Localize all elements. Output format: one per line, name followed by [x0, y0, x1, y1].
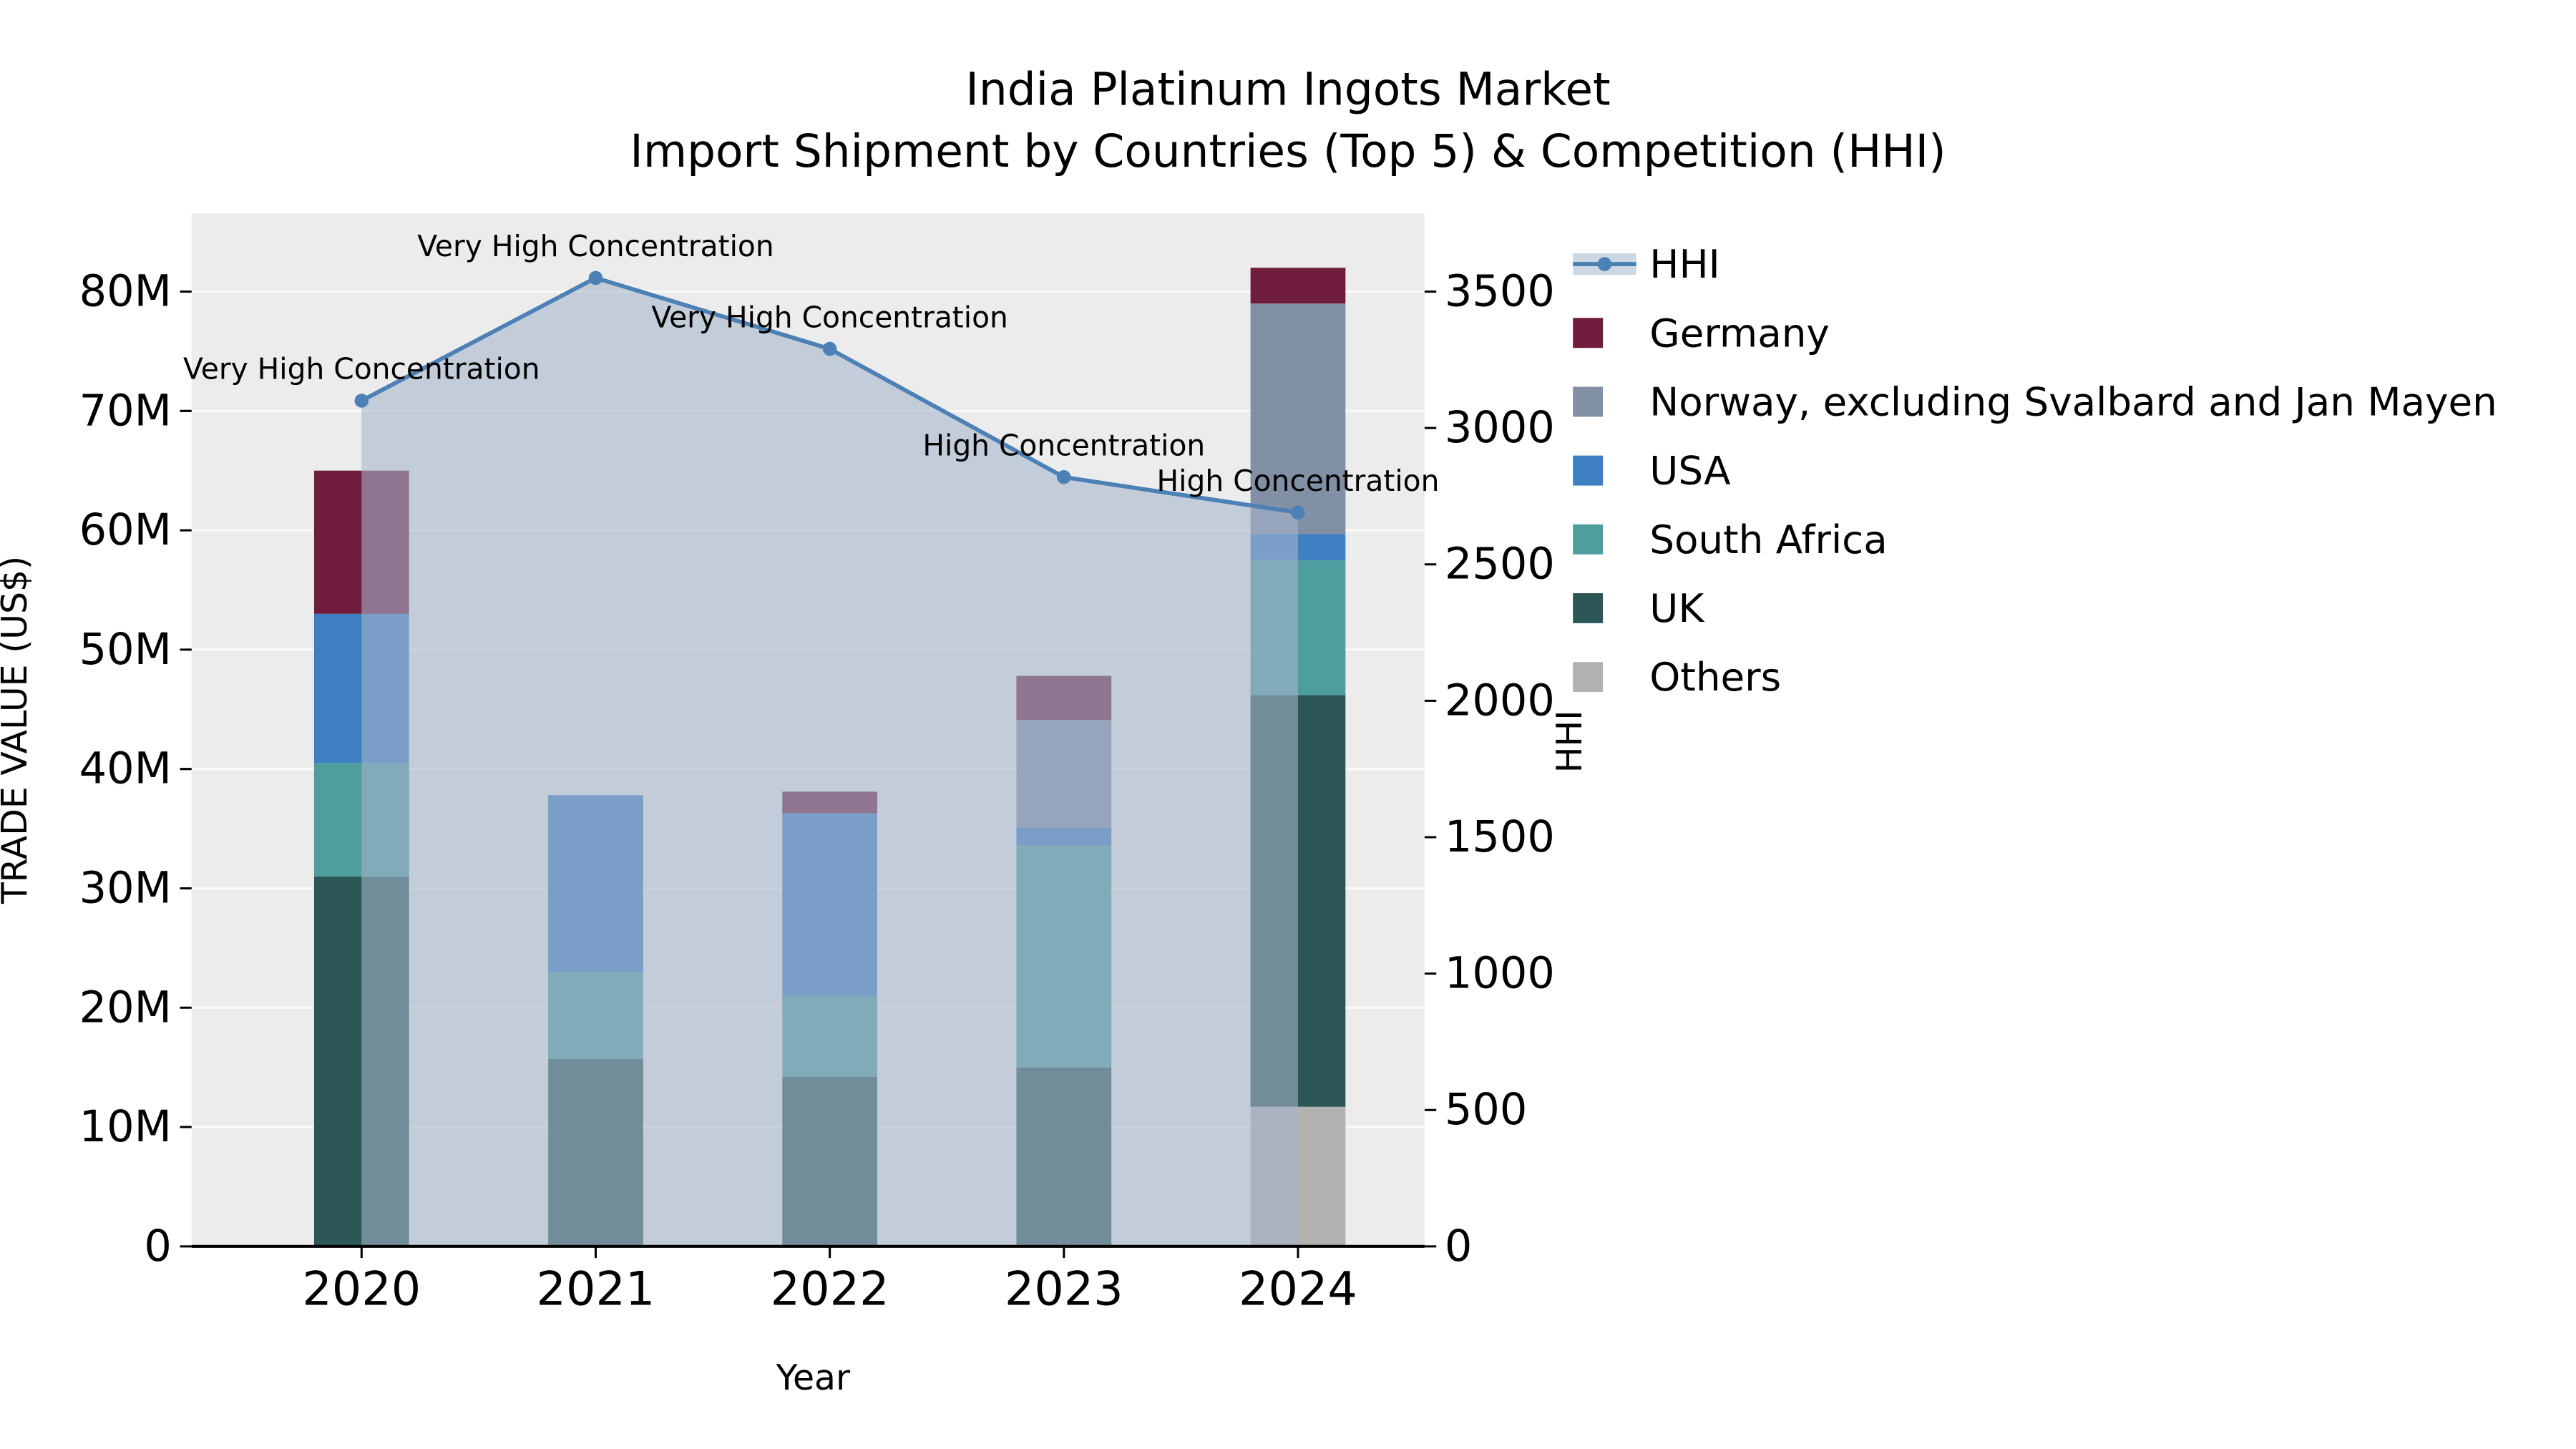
y-left-tick-label: 80M — [79, 267, 172, 317]
hhi-line-group — [354, 270, 1305, 520]
x-tick-label-2020: 2020 — [302, 1262, 421, 1316]
hhi-area — [361, 278, 1298, 1246]
legend-label: Norway, excluding Svalbard and Jan Mayen — [1649, 379, 2497, 424]
x-tick-label-2021: 2021 — [537, 1262, 655, 1316]
legend-label: South Africa — [1649, 517, 1887, 562]
legend-item-usa: USA — [1573, 448, 1731, 494]
legend-swatch — [1573, 662, 1604, 693]
legend-item-south-africa: South Africa — [1573, 517, 1888, 562]
y-left-tick-label: 50M — [79, 625, 172, 675]
y-right-tick-label: 1000 — [1445, 949, 1555, 999]
hhi-point-2024 — [1291, 505, 1305, 520]
hhi-point-2022 — [822, 341, 837, 356]
legend-label: Others — [1649, 654, 1781, 700]
hhi-point-2020 — [354, 394, 369, 408]
hhi-annotation-2022: Very High Concentration — [651, 300, 1008, 334]
chart-title-line2: Import Shipment by Countries (Top 5) & C… — [630, 125, 1946, 177]
y-left-tick-label: 20M — [79, 982, 172, 1033]
annotations-group: Very High Concentration Very High Concent… — [183, 229, 1439, 498]
hhi-annotation-2021: Very High Concentration — [417, 229, 774, 263]
legend-swatch — [1573, 524, 1604, 555]
x-tick-label-2022: 2022 — [771, 1262, 889, 1316]
legend-label: Germany — [1649, 310, 1829, 356]
legend-item-uk: UK — [1573, 585, 1705, 631]
hhi-annotation-2023: High Concentration — [922, 428, 1205, 462]
chart-title-line1: India Platinum Ingots Market — [965, 64, 1610, 116]
x-tick-label-2024: 2024 — [1239, 1262, 1357, 1316]
y-right-tick-label: 0 — [1445, 1221, 1473, 1272]
legend-swatch — [1573, 318, 1604, 348]
y-left-tick-label: 60M — [79, 505, 172, 555]
hhi-point-2023 — [1057, 469, 1071, 484]
hhi-area-group — [361, 278, 1298, 1246]
hhi-point-2021 — [588, 270, 603, 286]
legend-swatch — [1573, 593, 1604, 623]
legend-item-norway: Norway, excluding Svalbard and Jan Mayen — [1573, 379, 2497, 424]
hhi-annotation-2020: Very High Concentration — [183, 352, 540, 386]
y-right-tick-label: 3500 — [1445, 267, 1555, 317]
y-right-tick-label: 500 — [1445, 1085, 1528, 1135]
y-left-tick-label: 70M — [79, 386, 172, 436]
legend-swatch — [1573, 455, 1604, 486]
y-right-tick-label: 2000 — [1445, 675, 1555, 726]
y-left-tick-label: 40M — [79, 744, 172, 794]
y-left-tick-label: 30M — [79, 863, 172, 913]
legend-item-germany: Germany — [1573, 310, 1830, 356]
legend-label: USA — [1649, 448, 1730, 494]
x-tick-label-2023: 2023 — [1005, 1262, 1123, 1316]
y-left-tick-label: 0 — [144, 1221, 172, 1272]
legend-item-others: Others — [1573, 654, 1781, 700]
x-axis-title: Year — [776, 1357, 851, 1398]
y-axis-title-left: TRADE VALUE (US$) — [0, 556, 35, 904]
axes-group: 0 10M 20M 30M 40M 50M 60M 70M 80M 0 500 1000 1500 200… — [79, 267, 1555, 1317]
y-right-tick-label: 1500 — [1445, 812, 1555, 862]
bar-segment-2024-germany — [1250, 268, 1346, 304]
legend-label: UK — [1649, 585, 1705, 631]
y-right-tick-label: 2500 — [1445, 540, 1555, 590]
legend-label: HHI — [1649, 241, 1719, 287]
bar-segment-2024-norway — [1250, 303, 1346, 535]
legend-swatch — [1573, 386, 1604, 417]
hhi-legend-marker-icon — [1597, 257, 1612, 271]
y-right-tick-label: 3000 — [1445, 403, 1555, 453]
legend-group: HHI Germany Norway, excluding Svalbard and… — [1573, 241, 2497, 700]
y-left-tick-label: 10M — [79, 1102, 172, 1152]
legend-item-hhi: HHI — [1573, 241, 1720, 287]
y-axis-title-right: HHI — [1549, 710, 1590, 773]
hhi-annotation-2024: High Concentration — [1157, 464, 1440, 498]
